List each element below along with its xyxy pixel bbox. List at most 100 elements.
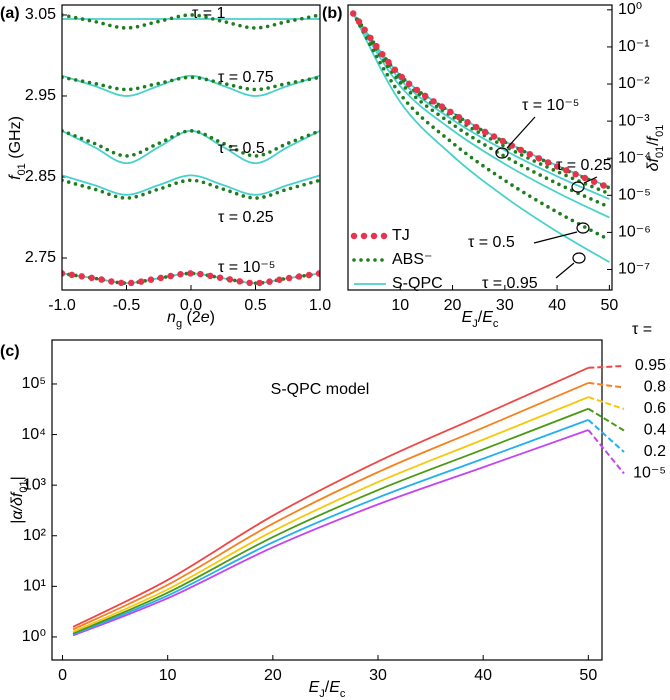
leader-line: [588, 396, 625, 410]
curve: [72, 419, 589, 636]
curve: [72, 407, 589, 635]
leader-line: [588, 381, 625, 389]
legend-label: ABS⁻: [392, 251, 432, 268]
curve: [72, 366, 589, 628]
legend-label: 0.8: [644, 379, 666, 396]
x-tick-label: 20: [264, 667, 282, 684]
annotation: τ = 10⁻⁵: [218, 259, 275, 276]
label-part: f: [7, 174, 24, 180]
y-tick-label: 10⁵: [22, 375, 46, 392]
y-tick-label: 10²: [23, 527, 47, 544]
curve: [72, 382, 589, 631]
y-tick-label: 10⁰: [22, 628, 46, 645]
y-tick-label: 10¹: [23, 578, 46, 595]
curve: [72, 429, 589, 637]
leader-line: [587, 407, 625, 432]
label-part: /: [645, 141, 662, 146]
x-axis-label: EJ/Ec: [462, 309, 499, 330]
label-part: /: [325, 679, 330, 696]
label-part: 01: [654, 146, 666, 158]
label-part: ): [210, 309, 215, 326]
legend-label: TJ: [392, 227, 410, 244]
y-tick-label: 2.75: [25, 249, 56, 266]
panel-label: (a): [0, 5, 20, 22]
annotation-ring: [572, 252, 586, 264]
leader-line: [588, 365, 625, 369]
curve: [349, 10, 612, 192]
annotation-arrow: [506, 116, 536, 149]
curve: [62, 174, 320, 196]
curve: [351, 11, 612, 196]
y-tick-label: 10³: [23, 476, 47, 493]
y-axis-label: f01 (GHz): [7, 116, 28, 180]
y-tick-label: 10⁰: [618, 1, 642, 18]
x-tick-label: 30: [369, 667, 387, 684]
label-part: (2: [182, 309, 201, 326]
label-part: c: [340, 688, 346, 700]
x-tick-label: 0: [58, 667, 67, 684]
legend-title: τ =: [632, 321, 652, 338]
y-axis-label: δf01/f01: [645, 125, 666, 172]
y-tick-label: 10⁻³: [618, 112, 650, 129]
legend-label: 0.4: [644, 422, 666, 439]
label-part: J: [472, 318, 478, 330]
x-tick-label: 50: [600, 297, 618, 314]
label-part: 01: [18, 480, 30, 492]
annotation: τ = 10⁻⁵: [522, 97, 579, 114]
y-tick-label: 10⁻²: [618, 75, 650, 92]
annotation-arrow: [583, 176, 598, 184]
label-part: 01: [16, 163, 28, 175]
legend-label: 0.2: [644, 443, 666, 460]
annotation: τ = 0.25: [218, 209, 274, 226]
label-part: α/δf: [9, 491, 26, 519]
label-part: 01: [654, 125, 666, 137]
curve: [352, 13, 610, 219]
annotation-arrow: [533, 231, 578, 244]
annotation-ring: [571, 181, 585, 193]
x-tick-label: 1.0: [309, 297, 331, 314]
curve: [72, 396, 589, 633]
panel-label: (b): [322, 5, 342, 22]
y-tick-label: 3.05: [25, 6, 56, 23]
legend-label: 0.95: [635, 357, 666, 374]
x-tick-label: 30: [496, 297, 514, 314]
label-part: e: [201, 309, 210, 326]
x-axis-label: EJ/Ec: [309, 679, 346, 700]
label-part: E: [482, 309, 493, 326]
x-tick-label: -1.0: [48, 297, 76, 314]
curve: [62, 178, 320, 200]
curve: [62, 13, 320, 30]
plot-frame: [347, 4, 613, 291]
x-axis-label: ng (2e): [167, 309, 215, 330]
y-tick-label: 2.85: [25, 168, 56, 185]
annotation-ring: [576, 222, 590, 234]
label-part: δf: [645, 156, 662, 171]
x-tick-label: -0.5: [113, 297, 141, 314]
label-part: f: [645, 135, 662, 141]
label-part: n: [167, 309, 176, 326]
label-part: J: [319, 688, 325, 700]
plot-frame: [51, 339, 603, 661]
annotation-ring: [495, 147, 509, 159]
y-axis-label: |α/δf01|: [9, 476, 30, 523]
x-tick-label: 0.0: [180, 297, 202, 314]
x-tick-label: 20: [444, 297, 462, 314]
y-tick-label: 10⁻⁷: [618, 261, 650, 278]
annotation-arrow: [555, 262, 575, 279]
y-tick-label: 2.95: [25, 87, 56, 104]
leader-line: [587, 429, 625, 475]
annotation: τ = 0.5: [468, 234, 515, 251]
curve: [62, 74, 320, 97]
curve: [351, 11, 612, 209]
curve: [62, 75, 320, 92]
label-part: g: [176, 318, 182, 330]
plot-frame: [61, 4, 321, 291]
leader-line: [587, 419, 625, 453]
annotation: τ = 0.95: [482, 275, 538, 292]
legend-label: S-QPC: [392, 275, 443, 292]
annotation: τ = 1: [192, 5, 226, 22]
curve: [352, 13, 610, 263]
y-tick-label: 10⁻¹: [618, 38, 650, 55]
x-tick-label: 10: [391, 297, 409, 314]
